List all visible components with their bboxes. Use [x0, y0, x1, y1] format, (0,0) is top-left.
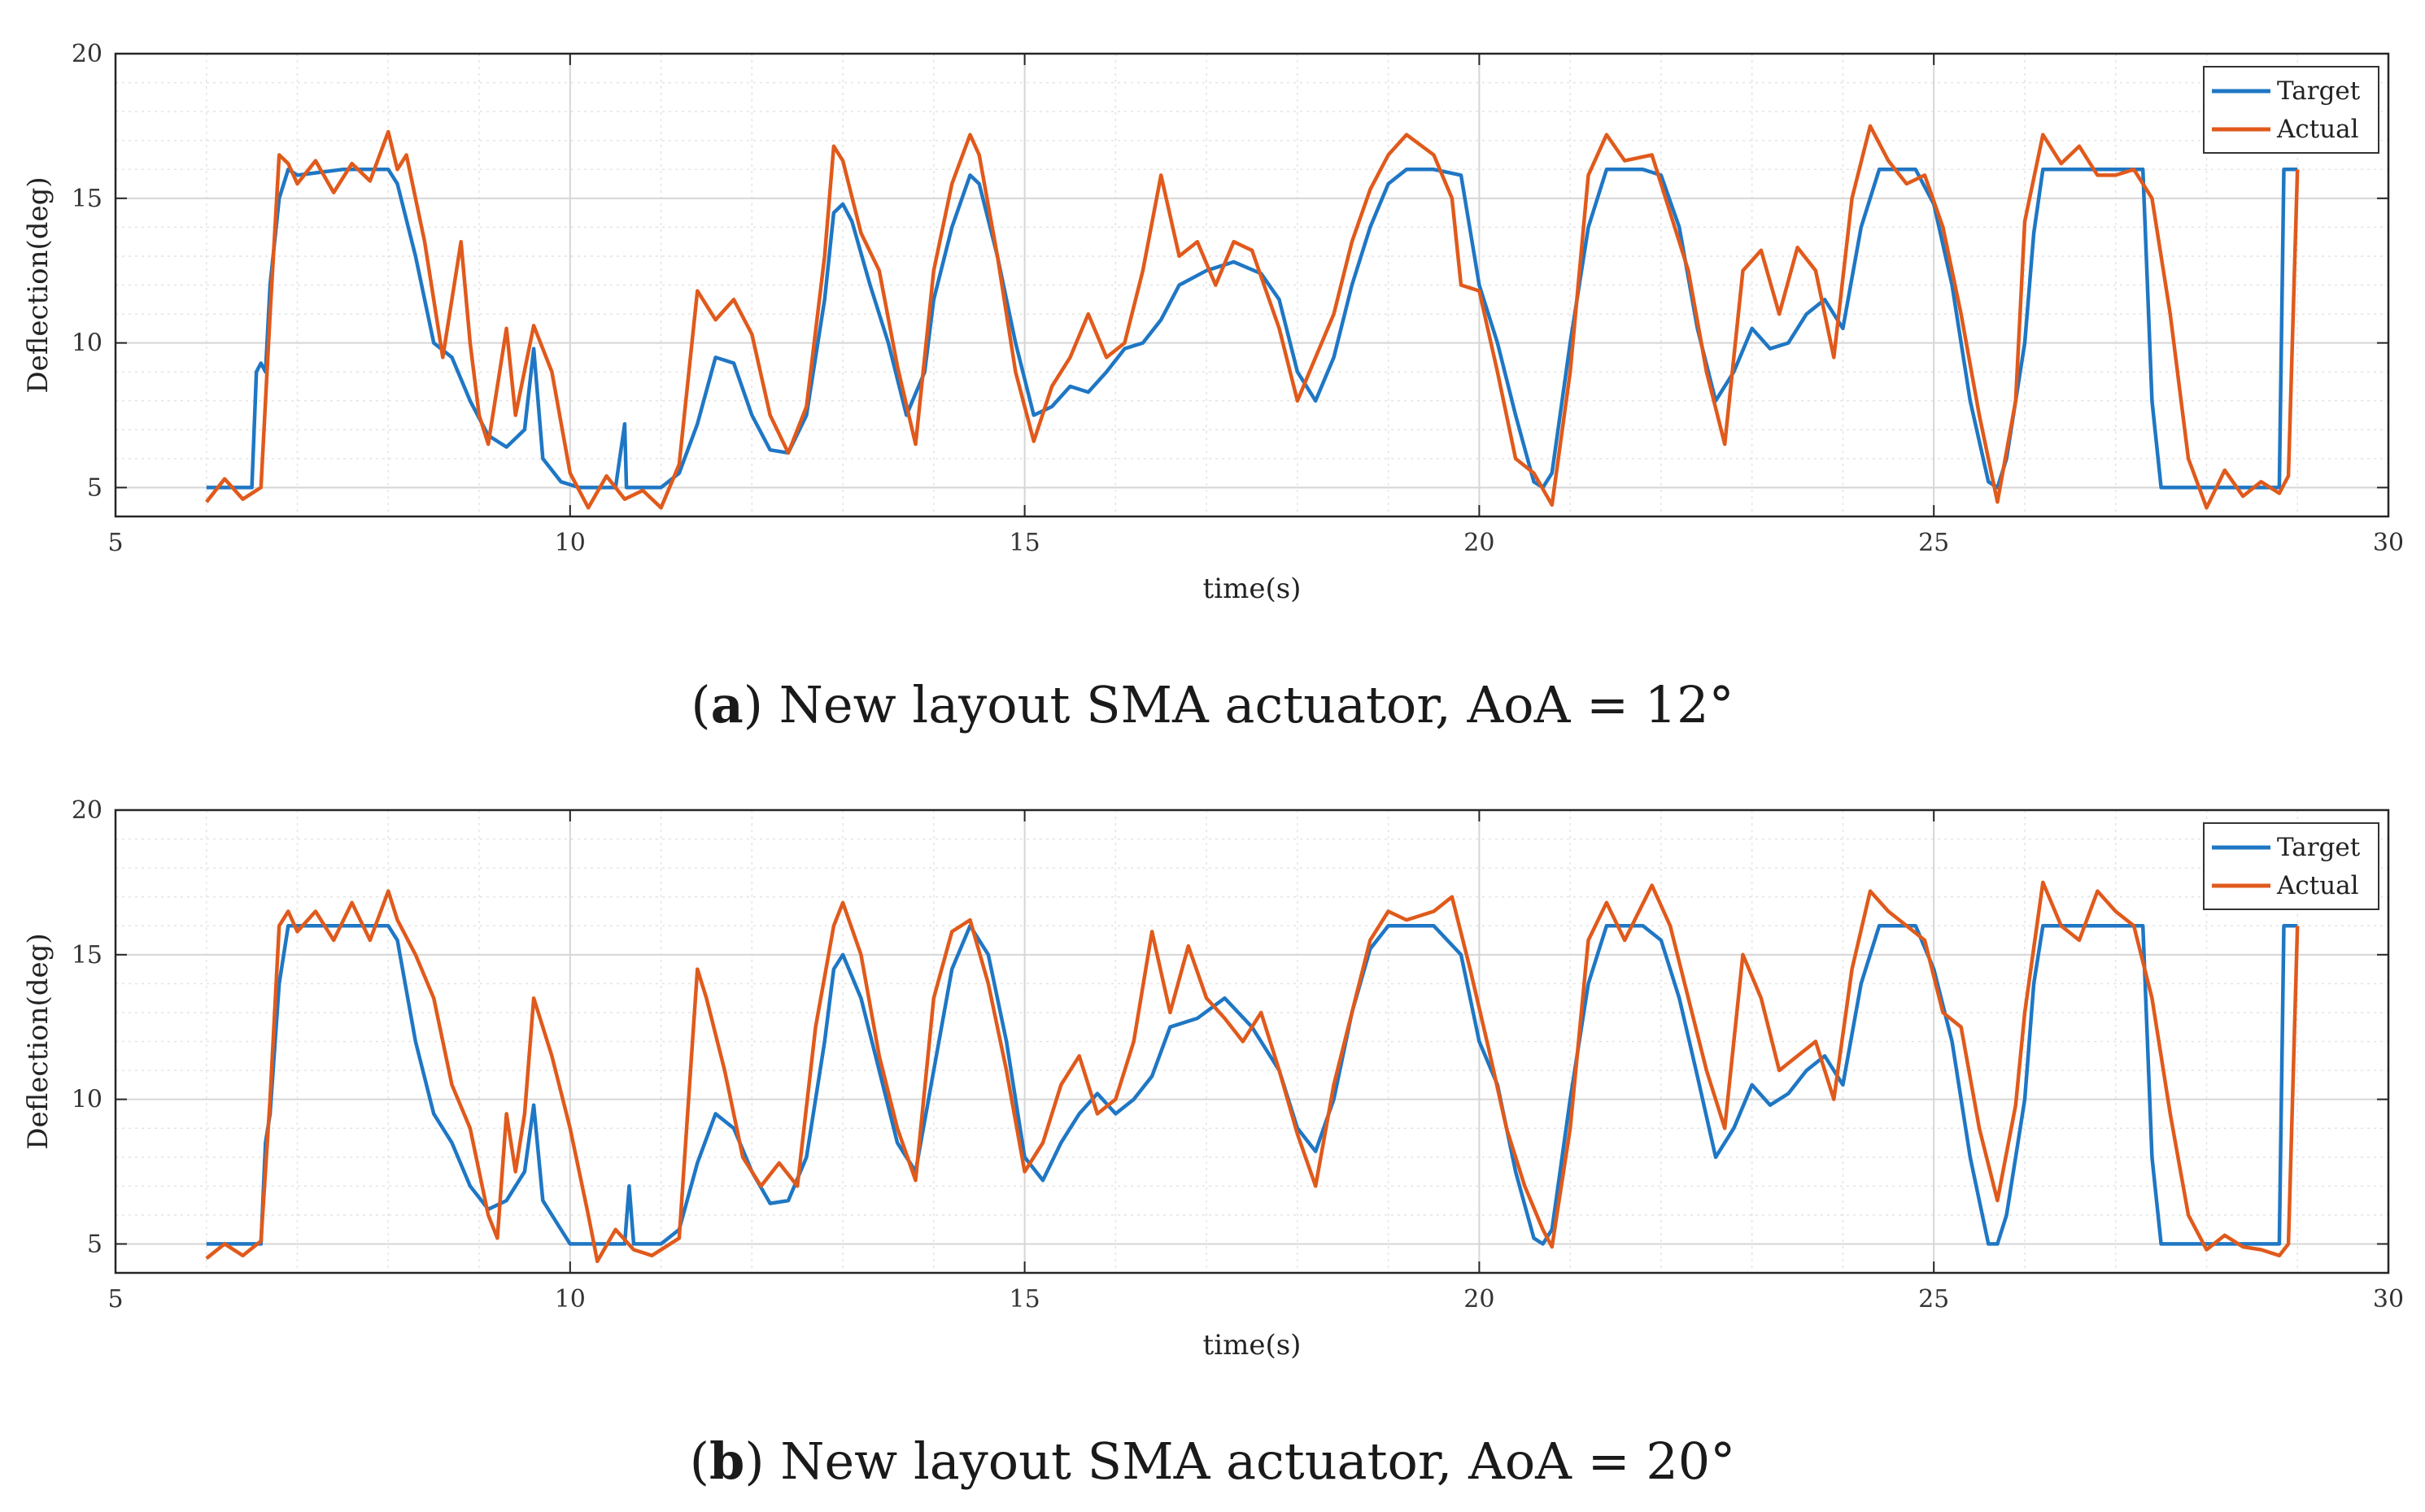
- series-line-actual: [205, 124, 2300, 510]
- x-tick-label: 25: [1918, 529, 1949, 557]
- x-tick-label: 15: [1010, 1285, 1040, 1314]
- x-tick-label: 25: [1918, 1285, 1949, 1314]
- legend-label-target: Target: [2277, 76, 2361, 106]
- chart-b: 5 10 15 20 25 30 5 10 15 20 time(s) Deflection(deg)…: [22, 796, 2404, 1362]
- x-tick-label: 30: [2373, 1285, 2404, 1314]
- x-tick-label: 15: [1010, 529, 1040, 557]
- x-tick-label: 10: [555, 529, 586, 557]
- legend: Target Actual: [2203, 822, 2379, 910]
- caption-b-text: New layout SMA actuator, AoA = 20°: [780, 1431, 1736, 1491]
- legend-label-actual: Actual: [2276, 871, 2359, 900]
- x-tick-label: 5: [107, 529, 123, 557]
- series-line-target: [206, 924, 2298, 1246]
- y-tick-label: 15: [72, 941, 102, 970]
- x-axis-label: time(s): [1203, 1329, 1302, 1362]
- y-tick-label: 10: [72, 1086, 102, 1114]
- legend: Target Actual: [2203, 66, 2379, 154]
- caption-a-text: New layout SMA actuator, AoA = 12°: [779, 675, 1734, 734]
- x-tick-label: 20: [1463, 529, 1494, 557]
- y-tick-label: 15: [72, 185, 102, 213]
- legend-label-actual: Actual: [2276, 115, 2359, 144]
- caption-a-letter: a: [710, 675, 744, 734]
- x-tick-label: 5: [107, 1285, 123, 1314]
- y-tick-label: 20: [72, 796, 102, 825]
- x-tick-label: 20: [1463, 1285, 1494, 1314]
- plot-frame: [114, 808, 2390, 1275]
- caption-b-letter: b: [709, 1431, 745, 1491]
- caption-b: (b) New layout SMA actuator, AoA = 20°: [689, 1431, 1736, 1491]
- y-tick-label: 10: [72, 329, 102, 358]
- x-tick-label: 30: [2373, 529, 2404, 557]
- minor-grid: [116, 810, 2388, 1273]
- y-axis-label: Deflection(deg): [22, 933, 55, 1149]
- legend-label-target: Target: [2277, 833, 2361, 862]
- minor-grid: [116, 54, 2388, 516]
- legend-box: [2203, 822, 2379, 910]
- y-tick-label: 5: [87, 473, 102, 502]
- panel-a: 5 10 15 20 25 30 5 10 15 20 time(s) Deflection(deg)…: [22, 40, 2404, 734]
- plot-frame: [114, 52, 2390, 518]
- major-grid: [115, 809, 2389, 1273]
- series-line-actual: [205, 880, 2300, 1264]
- legend-box: [2203, 66, 2379, 154]
- y-tick-label: 5: [87, 1230, 102, 1258]
- caption-a: (a) New layout SMA actuator, AoA = 12°: [691, 675, 1734, 734]
- y-axis-label: Deflection(deg): [22, 176, 55, 393]
- series-line-target: [206, 168, 2298, 490]
- chart-a: 5 10 15 20 25 30 5 10 15 20 time(s) Deflection(deg)…: [22, 40, 2404, 605]
- major-grid: [115, 53, 2389, 516]
- panel-b: 5 10 15 20 25 30 5 10 15 20 time(s) Deflection(deg)…: [0, 756, 2425, 1512]
- x-axis-label: time(s): [1203, 573, 1302, 605]
- y-tick-label: 20: [72, 40, 102, 68]
- x-tick-label: 10: [555, 1285, 586, 1314]
